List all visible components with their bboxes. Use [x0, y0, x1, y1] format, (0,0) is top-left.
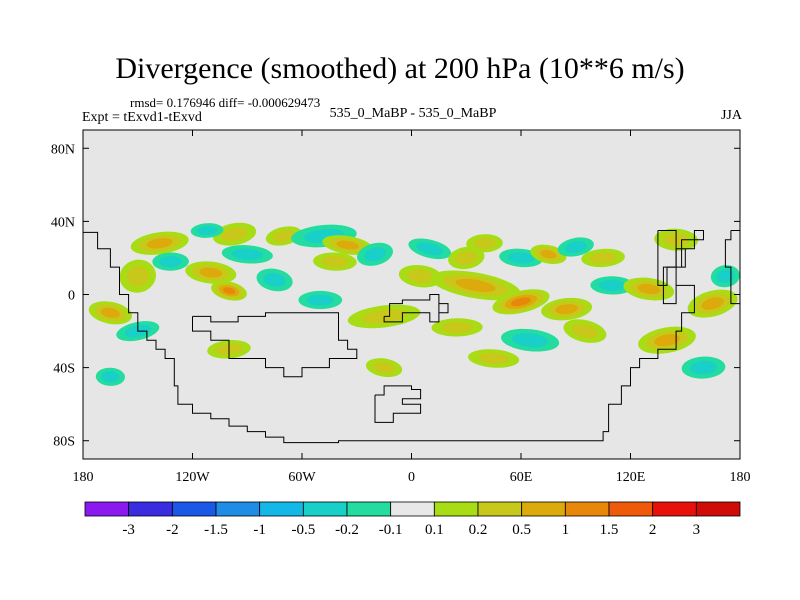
colorbar-label-2: -1.5: [204, 522, 228, 538]
divergence-contour-41-1: [101, 371, 120, 383]
continent-outline-3: [374, 385, 422, 423]
divergence-contour-12-2: [336, 240, 359, 250]
divergence-contour-0-1: [126, 266, 149, 287]
divergence-contour-17-1: [416, 242, 443, 256]
colorbar-swatch-4: [259, 501, 304, 517]
colorbar-swatch-12: [608, 501, 654, 517]
divergence-contour-29-2: [637, 283, 661, 295]
continent-outline-5: [724, 230, 740, 305]
divergence-contour-15-1: [306, 294, 334, 306]
colorbar-swatch-3: [215, 501, 261, 517]
divergence-contour-42-1: [373, 361, 396, 374]
divergence-contour-1-2: [146, 238, 173, 249]
colorbar-swatch-0: [84, 501, 130, 517]
divergence-contour-32-1: [441, 321, 473, 334]
divergence-contour-34-1: [571, 323, 599, 339]
divergence-contour-9-1: [272, 230, 295, 242]
divergence-contour-25-2: [455, 278, 496, 293]
colorbar-swatch-8: [433, 501, 479, 517]
y-tick-label-0: 80N: [51, 142, 75, 157]
divergence-contour-21-2: [540, 249, 557, 259]
continent-outline-0: [83, 230, 704, 444]
divergence-contour-30-2: [701, 297, 724, 310]
colorbar-label-3: -1: [253, 522, 266, 538]
colorbar-swatch-7: [390, 501, 435, 517]
colorbar-swatch-9: [477, 501, 523, 517]
divergence-contour-16-1: [407, 269, 435, 284]
y-tick-label-3: 40S: [53, 362, 75, 377]
divergence-contour-35-2: [654, 334, 680, 347]
divergence-contour-31-1: [716, 269, 735, 283]
case-label: 535_0_MaBP - 535_0_MaBP: [329, 106, 497, 121]
experiment-label: Expt = tExvd1-tExvd: [82, 110, 202, 125]
colorbar-label-1: -2: [166, 522, 179, 538]
stats-line: rmsd= 0.176946 diff= -0.000629473: [130, 95, 321, 110]
colorbar-swatch-2: [171, 501, 217, 517]
continent-outline-2: [383, 294, 449, 323]
colorbar-label-10: 1: [562, 522, 570, 538]
colorbar-label-6: -0.1: [379, 522, 403, 538]
chart-title: Divergence (smoothed) at 200 hPa (10**6 …: [115, 52, 685, 85]
colorbar-label-12: 2: [649, 522, 657, 538]
season-label: JJA: [720, 108, 742, 123]
colorbar-swatch-1: [128, 501, 173, 517]
divergence-contour-22-1: [564, 241, 587, 253]
colorbar-label-0: -3: [122, 522, 135, 538]
divergence-contour-20-1: [507, 252, 535, 264]
divergence-contour-6-1: [197, 225, 218, 236]
colorbar-label-13: 3: [693, 522, 701, 538]
divergence-contour-28-1: [598, 279, 626, 292]
colorbar-swatch-14: [695, 501, 741, 517]
colorbar-label-5: -0.2: [335, 522, 359, 538]
divergence-contour-13-1: [364, 247, 386, 262]
y-tick-label-2: 0: [68, 289, 75, 304]
divergence-contour-27-2: [555, 304, 578, 315]
colorbar-swatch-5: [302, 501, 348, 517]
colorbar-label-4: -0.5: [291, 522, 315, 538]
divergence-contour-5-1: [221, 227, 248, 242]
colorbar-label-8: 0.2: [469, 522, 488, 538]
x-tick-label-3: 0: [408, 470, 415, 485]
divergence-contour-8-1: [263, 272, 286, 287]
divergence-contour-23-1: [589, 252, 617, 264]
y-tick-label-1: 40N: [51, 215, 75, 230]
divergence-contour-33-1: [512, 333, 549, 348]
x-tick-label-5: 120E: [616, 470, 646, 485]
colorbar-swatch-10: [521, 501, 566, 517]
colorbar-swatch-6: [346, 501, 392, 517]
continent-outline-4: [657, 230, 677, 286]
colorbar-label-11: 1.5: [600, 522, 619, 538]
colorbar-label-7: 0.1: [425, 522, 444, 538]
divergence-contour-2-1: [159, 255, 182, 268]
divergence-contour-38-2: [100, 307, 120, 318]
y-tick-label-4: 80S: [53, 435, 75, 450]
continent-outline-1: [192, 312, 358, 378]
divergence-contour-11-1: [321, 255, 349, 268]
divergence-contour-4-3: [222, 287, 236, 295]
colorbar-swatch-11: [564, 501, 610, 517]
colorbar-swatch-13: [652, 501, 697, 517]
divergence-contour-26-3: [511, 297, 531, 307]
x-tick-label-0: 180: [73, 470, 94, 485]
x-tick-label-4: 60E: [510, 470, 533, 485]
x-tick-label-2: 60W: [288, 470, 316, 485]
colorbar-label-9: 0.5: [512, 522, 531, 538]
divergence-contour-36-1: [690, 360, 717, 375]
divergence-contour-7-1: [231, 248, 263, 260]
divergence-contour-3-2: [199, 267, 223, 278]
divergence-contour-37-1: [477, 352, 510, 365]
divergence-contour-18-1: [455, 251, 478, 265]
x-tick-label-1: 120W: [175, 470, 210, 485]
x-tick-label-6: 180: [730, 470, 751, 485]
divergence-contour-19-1: [473, 237, 496, 249]
